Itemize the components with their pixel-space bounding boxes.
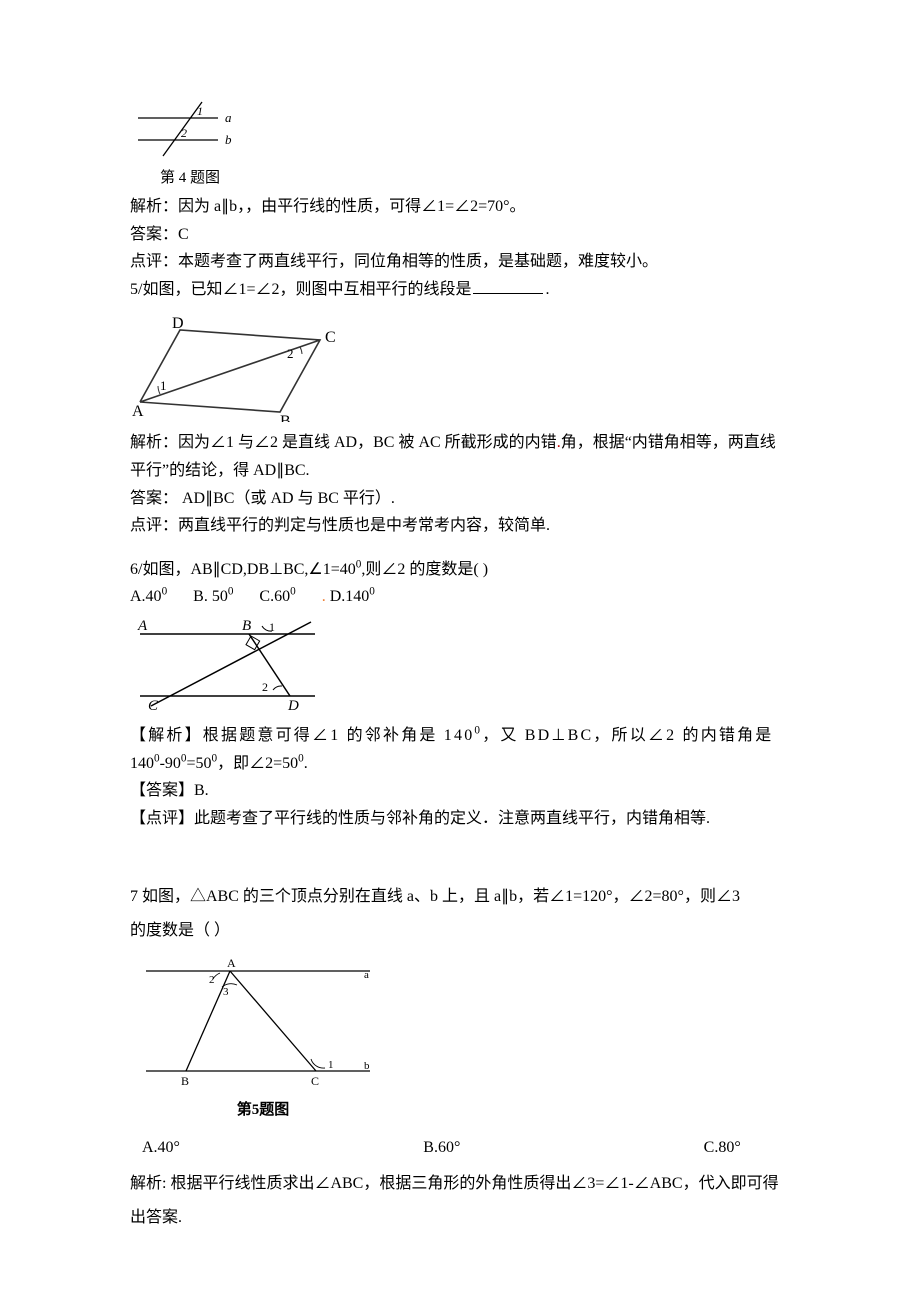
svg-text:3: 3 [223,986,229,998]
q7-stem-line2: 的度数是（ ） [130,915,920,947]
q7-opt-c: C.80° [704,1132,741,1164]
q5-stem: 5/如图，已知∠1=∠2，则图中互相平行的线段是. [130,277,920,303]
q7-options: A.40° B.60° C.80° D.120° [130,1132,920,1164]
svg-text:2: 2 [209,974,215,986]
q6-an-f: ，即∠2=50 [217,755,298,772]
q6-an-c: 140 [130,755,154,772]
q7-opt-a: A.40° [142,1132,180,1164]
svg-text:B: B [242,618,251,634]
svg-text:D: D [172,315,184,332]
q7-fig-caption: 第5题图 [138,1098,388,1122]
svg-text:C: C [148,698,159,714]
q6-stem: 6/如图，AB∥CD,DB⊥BC,∠1=400,则∠2 的度数是( ) [130,557,920,583]
svg-text:C: C [311,1074,319,1088]
q7-stem-line1: 7 如图，△ABC 的三个顶点分别在直线 a、b 上，且 a∥b，若∠1=120… [130,881,920,913]
svg-text:1: 1 [328,1059,334,1071]
q5-analysis-line2: 平行”的结论，得 AD∥BC. [130,458,920,484]
q7-analysis-line1: 解析: 根据平行线性质求出∠ABC，根据三角形的外角性质得出∠3=∠1-∠ABC… [130,1168,920,1200]
svg-text:b: b [364,1060,370,1072]
q6-an-e: =50 [187,755,212,772]
q5-stem-text: 5/如图，已知∠1=∠2，则图中互相平行的线段是 [130,281,471,298]
q6-analysis-line2: 1400-900=500，即∠2=500. [130,751,920,777]
q6-an-b: ，又 BD⊥BC，所以∠2 的内错角是 [482,727,773,744]
q6-opt-c: C.600 [259,584,295,610]
svg-text:2: 2 [181,126,187,140]
svg-text:b: b [225,132,232,147]
svg-text:1: 1 [197,104,203,118]
q6-answer: 【答案】B. [130,778,920,804]
svg-text:1: 1 [160,378,167,393]
q6-an-a: 【解析】根据题意可得∠1 的邻补角是 140 [130,727,474,744]
q4-comment: 点评：本题考查了两直线平行，同位角相等的性质，是基础题，难度较小。 [130,249,920,275]
svg-text:B: B [181,1074,189,1088]
svg-text:a: a [225,110,232,125]
svg-text:a: a [364,969,369,981]
svg-text:D: D [287,698,299,714]
q6-an-d: -90 [160,755,181,772]
q6-diagram: A B C D 1 2 [130,614,920,719]
svg-text:A: A [132,403,144,420]
q4-answer: 答案：C [130,222,920,248]
q6-opt-b: B. 500 [193,584,233,610]
q5-blank [473,277,543,294]
q6-stem-c: ,则∠2 的度数是( ) [361,561,488,578]
q7-analysis-line2: 出答案. [130,1202,920,1234]
svg-text:A: A [227,956,236,970]
q4-analysis: 解析：因为 a∥b，，由平行线的性质，可得∠1=∠2=70°。 [130,194,920,220]
fig4-diagram: 1 2 a b 第 4 题图 [130,96,920,190]
q5-diagram: A B C D 1 2 [130,312,920,422]
q5-answer: 答案： AD∥BC（或 AD 与 BC 平行）. [130,486,920,512]
svg-text:B: B [280,413,291,422]
svg-text:1: 1 [269,620,275,634]
orange-dot-icon: . [322,588,330,605]
q6-comment: 【点评】此题考查了平行线的性质与邻补角的定义．注意两直线平行，内错角相等. [130,806,920,832]
q6-analysis-line1: 【解析】根据题意可得∠1 的邻补角是 1400，又 BD⊥BC，所以∠2 的内错… [130,723,920,749]
svg-text:C: C [325,329,336,346]
q7-opt-b: B.60° [423,1132,460,1164]
svg-text:2: 2 [287,346,294,361]
svg-text:2: 2 [262,680,268,694]
q6-stem-a: 6/如图，AB∥CD,DB⊥BC,∠1=40 [130,561,356,578]
fig4-caption: 第 4 题图 [130,166,250,190]
q5-analysis-line1: 解析：因为∠1 与∠2 是直线 AD，BC 被 AC 所截形成的内错.角，根据“… [130,430,920,456]
q5-analysis-a: 解析：因为∠1 与∠2 是直线 AD，BC 被 AC 所截形成的内错 [130,434,557,451]
q6-options: A.400 B. 500 C.600 . D.1400 [130,584,920,610]
q7-diagram: A B C a b 2 3 1 第5题图 [138,953,920,1122]
q6-an-g: . [304,755,308,772]
q5-analysis-b: 角，根据“内错角相等，两直线 [561,434,776,451]
svg-text:A: A [137,618,148,634]
q5-comment: 点评：两直线平行的判定与性质也是中考常考内容，较简单. [130,513,920,539]
q6-opt-a: A.400 [130,584,167,610]
q5-stem-suffix: . [545,281,549,298]
q6-opt-d: . D.1400 [322,584,375,610]
